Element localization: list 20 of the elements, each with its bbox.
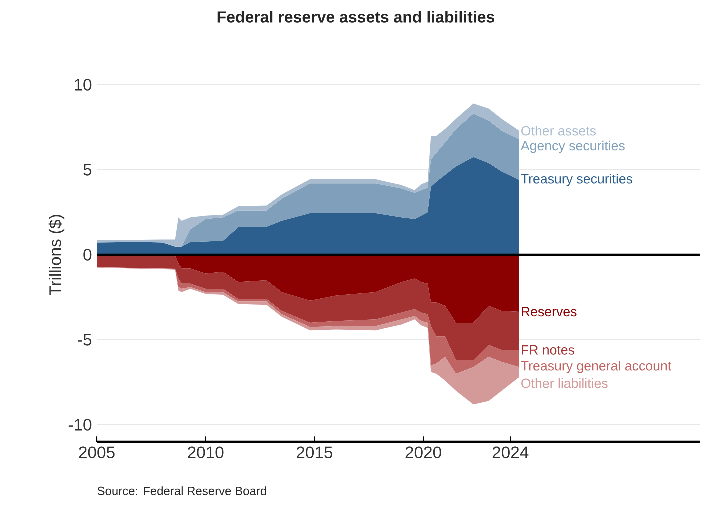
x-tick-label: 2024 <box>492 446 529 459</box>
series-label: Reserves <box>522 307 577 317</box>
source-note: Source: Federal Reserve Board <box>98 486 266 496</box>
y-tick-label: 0 <box>84 249 92 261</box>
series-label: Other liabilities <box>522 378 608 388</box>
series-label: Other assets <box>522 126 596 136</box>
y-axis-title: Trillions ($) <box>48 215 65 296</box>
series-label: Treasury securities <box>521 174 633 186</box>
series-label: Agency securities <box>520 140 625 154</box>
series-label: Treasury general account <box>521 360 672 374</box>
series-label: FR notes <box>522 346 575 355</box>
x-tick-label: 2010 <box>188 446 224 459</box>
y-tick-label: -10 <box>68 419 92 431</box>
y-tick-label: 10 <box>75 79 92 91</box>
chart-title: Federal reserve assets and liabilities <box>218 11 495 23</box>
x-tick-label: 2005 <box>79 446 115 459</box>
x-tick-label: 2015 <box>296 446 333 459</box>
y-tick-label: 5 <box>84 164 92 176</box>
x-tick-label: 2020 <box>406 446 442 459</box>
y-tick-label: -5 <box>78 334 92 346</box>
